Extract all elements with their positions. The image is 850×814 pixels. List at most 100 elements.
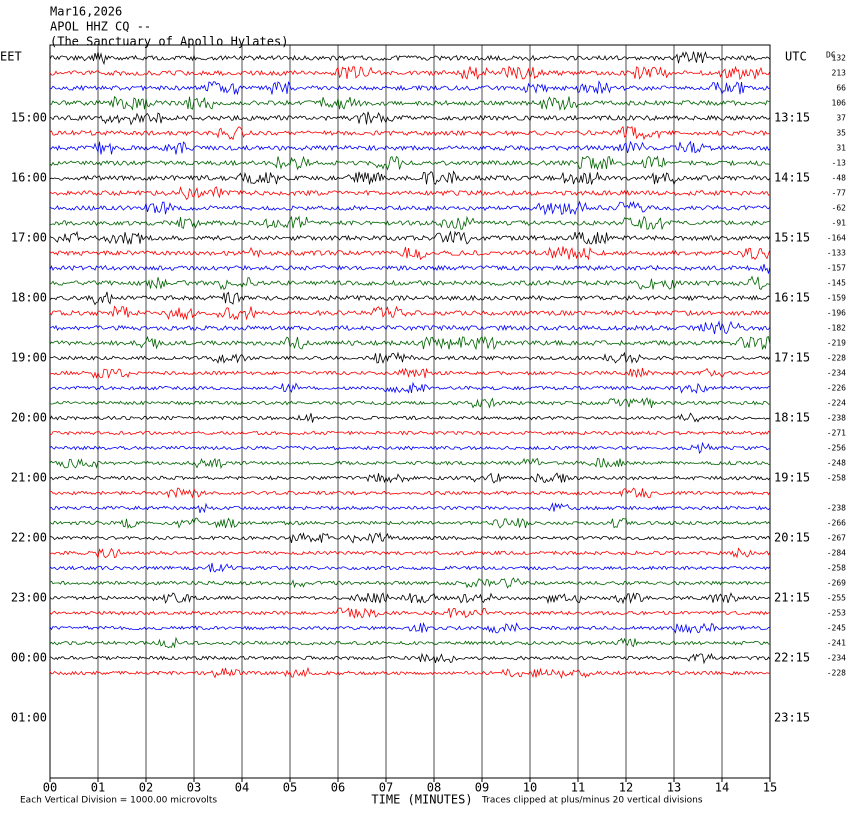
- trace: [49, 547, 771, 560]
- note: Traces clipped at plus/minus 20 vertical…: [481, 796, 703, 806]
- x-tick-label: 13: [667, 781, 681, 795]
- dc-offset: -77: [832, 189, 847, 198]
- dc-header: DC: [826, 51, 836, 60]
- trace: [49, 621, 771, 635]
- dc-offset: -241: [827, 639, 846, 648]
- trace: [49, 502, 771, 514]
- right-time-label: 19:15: [774, 471, 810, 485]
- trace: [49, 367, 771, 379]
- dc-offset: 37: [836, 114, 846, 123]
- trace: [49, 170, 771, 186]
- right-zone: UTC: [785, 50, 807, 64]
- left-time-label: 22:00: [11, 531, 47, 545]
- dc-offset: 31: [836, 144, 846, 153]
- trace: [49, 577, 771, 589]
- dc-offset: -256: [827, 444, 846, 453]
- trace: [49, 80, 771, 96]
- trace: [49, 215, 771, 230]
- trace: [49, 636, 771, 649]
- x-tick-label: 01: [91, 781, 105, 795]
- x-tick-label: 00: [43, 781, 57, 795]
- right-time-label: 20:15: [774, 531, 810, 545]
- trace: [49, 125, 771, 141]
- dc-offset: -234: [827, 369, 846, 378]
- dc-offset: -133: [827, 249, 846, 258]
- x-tick-label: 08: [427, 781, 441, 795]
- note: Each Vertical Division = 1000.00 microvo…: [20, 796, 217, 806]
- x-tick-label: 10: [523, 781, 537, 795]
- x-tick-label: 15: [763, 781, 777, 795]
- dc-offset: 132: [832, 54, 847, 63]
- x-tick-label: 06: [331, 781, 345, 795]
- dc-offset: -145: [827, 279, 846, 288]
- left-time-label: 15:00: [11, 111, 47, 125]
- trace: [49, 111, 771, 126]
- dc-offset: -258: [827, 564, 846, 573]
- dc-offset: -255: [827, 594, 846, 603]
- dc-offset: -266: [827, 519, 846, 528]
- trace: [49, 412, 771, 423]
- dc-offset: -258: [827, 474, 846, 483]
- left-time-label: 00:00: [11, 651, 47, 665]
- left-time-label: 01:00: [11, 711, 47, 725]
- left-time-label: 18:00: [11, 291, 47, 305]
- trace: [49, 95, 771, 111]
- dc-offset: 213: [832, 69, 847, 78]
- trace: [49, 472, 771, 484]
- dc-offset: -157: [827, 264, 846, 273]
- left-time-label: 16:00: [11, 171, 47, 185]
- trace: [49, 51, 771, 66]
- dc-offset: -13: [832, 159, 847, 168]
- x-tick-label: 14: [715, 781, 729, 795]
- dc-offset: -226: [827, 384, 846, 393]
- dc-offset: -238: [827, 414, 846, 423]
- x-tick-label: 03: [187, 781, 201, 795]
- right-time-label: 17:15: [774, 351, 810, 365]
- x-tick-label: 07: [379, 781, 393, 795]
- trace: [49, 246, 771, 261]
- right-time-label: 21:15: [774, 591, 810, 605]
- left-time-label: 20:00: [11, 411, 47, 425]
- trace: [49, 562, 771, 573]
- dc-offset: -62: [832, 204, 847, 213]
- trace: [49, 186, 771, 200]
- trace: [49, 607, 771, 619]
- right-time-label: 15:15: [774, 231, 810, 245]
- trace: [49, 264, 771, 274]
- trace: [49, 381, 771, 394]
- trace: [49, 140, 771, 155]
- trace: [49, 320, 771, 335]
- dc-offset: 35: [836, 129, 846, 138]
- x-tick-label: 05: [283, 781, 297, 795]
- left-time-label: 23:00: [11, 591, 47, 605]
- x-tick-label: 09: [475, 781, 489, 795]
- right-time-label: 13:15: [774, 111, 810, 125]
- dc-offset: -271: [827, 429, 846, 438]
- dc-offset: -269: [827, 579, 846, 588]
- trace: [49, 457, 771, 470]
- dc-offset: 106: [832, 99, 847, 108]
- dc-offset: -248: [827, 459, 846, 468]
- left-time-label: 19:00: [11, 351, 47, 365]
- left-time-label: 21:00: [11, 471, 47, 485]
- trace: [49, 666, 771, 680]
- dc-offset: -48: [832, 174, 847, 183]
- dc-offset: -219: [827, 339, 846, 348]
- trace: [49, 517, 771, 529]
- title: (The Sanctuary of Apollo Hylates): [50, 35, 288, 49]
- dc-offset: -196: [827, 309, 846, 318]
- x-tick-label: 04: [235, 781, 249, 795]
- left-time-label: 17:00: [11, 231, 47, 245]
- dc-offset: -234: [827, 654, 846, 663]
- right-time-label: 16:15: [774, 291, 810, 305]
- right-time-label: 22:15: [774, 651, 810, 665]
- right-time-label: 14:15: [774, 171, 810, 185]
- trace: [49, 65, 771, 81]
- trace: [49, 291, 771, 306]
- dc-offset: -245: [827, 624, 846, 633]
- dc-offset: -228: [827, 669, 846, 678]
- trace: [49, 155, 771, 171]
- dc-offset: -267: [827, 534, 846, 543]
